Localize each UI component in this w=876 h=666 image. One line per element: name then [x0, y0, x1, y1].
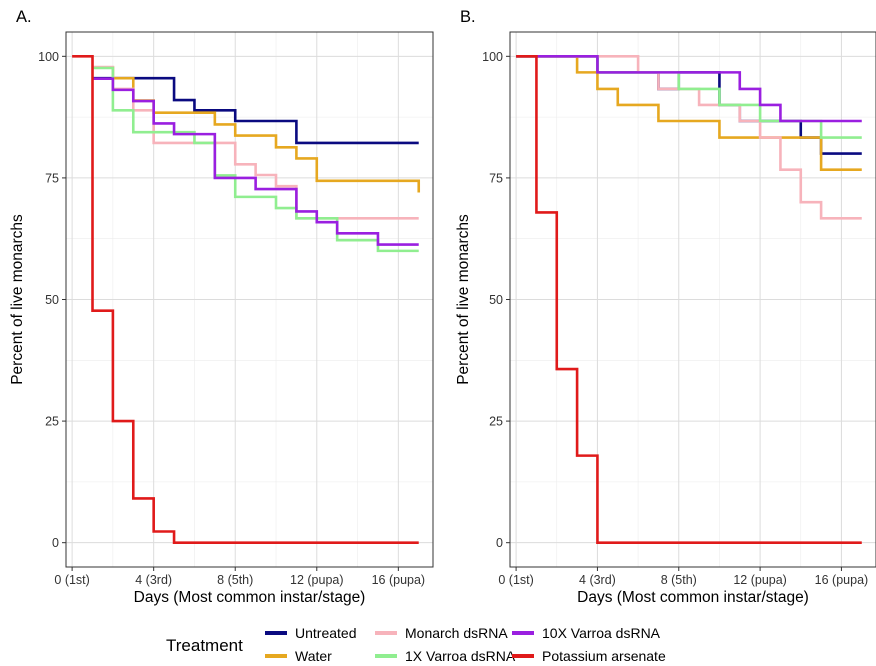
x-axis-label: Days (Most common instar/stage) — [134, 589, 366, 606]
x-tick-label: 8 (5th) — [661, 573, 697, 587]
series-line-potassium-arsenate — [516, 55, 862, 544]
series-line-water — [516, 55, 862, 171]
series-line-potassium-arsenate — [72, 55, 419, 544]
y-axis-label: Percent of live monarchs — [9, 214, 26, 385]
y-tick-label: 25 — [489, 415, 503, 429]
legend: Treatment Untreated Water Monarch dsRNA 1X V… — [166, 625, 666, 664]
x-tick-label: 4 (3rd) — [135, 573, 172, 587]
x-tick-label: 8 (5th) — [217, 573, 253, 587]
chart-panel-a: 0 (1st) 4 (3rd) 8 (5th) 12 (pupa) 16 (pupa) 0… — [9, 8, 434, 606]
series-line-untreated — [516, 55, 862, 155]
series-line-1x-varroa-dsrna — [516, 55, 862, 139]
legend-label: 1X Varroa dsRNA — [405, 648, 516, 664]
x-tick-label: 4 (3rd) — [579, 573, 616, 587]
y-tick-label: 100 — [482, 50, 503, 64]
series-line-10x-varroa-dsrna — [516, 55, 862, 123]
y-tick-label: 50 — [45, 293, 59, 307]
series-line-1x-varroa-dsrna — [92, 66, 419, 253]
legend-label: 10X Varroa dsRNA — [542, 625, 661, 641]
series-line-water — [92, 66, 421, 193]
legend-title: Treatment — [166, 636, 243, 655]
legend-label: Potassium arsenate — [542, 648, 666, 664]
x-tick-label: 12 (pupa) — [290, 573, 344, 587]
x-axis-label: Days (Most common instar/stage) — [577, 589, 809, 606]
x-tick-label: 12 (pupa) — [733, 573, 787, 587]
y-tick-label: 0 — [496, 536, 503, 550]
x-tick-label: 16 (pupa) — [815, 573, 869, 587]
legend-label: Water — [295, 648, 332, 664]
chart-panel-b: 0 (1st) 4 (3rd) 8 (5th) 12 (pupa) 16 (pupa) 0… — [455, 8, 876, 606]
y-tick-label: 25 — [45, 415, 59, 429]
legend-label: Untreated — [295, 625, 356, 641]
y-tick-label: 0 — [52, 536, 59, 550]
x-tick-label: 16 (pupa) — [372, 573, 426, 587]
panel-label: B. — [460, 8, 476, 26]
series-line-untreated — [92, 76, 419, 145]
series-line-10x-varroa-dsrna — [92, 77, 419, 246]
x-tick-label: 0 (1st) — [54, 573, 89, 587]
y-tick-label: 100 — [38, 50, 59, 64]
panel-label: A. — [16, 8, 32, 26]
y-tick-label: 75 — [45, 171, 59, 185]
y-tick-label: 75 — [489, 171, 503, 185]
x-tick-label: 0 (1st) — [498, 573, 533, 587]
y-tick-label: 50 — [489, 293, 503, 307]
legend-label: Monarch dsRNA — [405, 625, 508, 641]
y-axis-label: Percent of live monarchs — [455, 214, 472, 385]
